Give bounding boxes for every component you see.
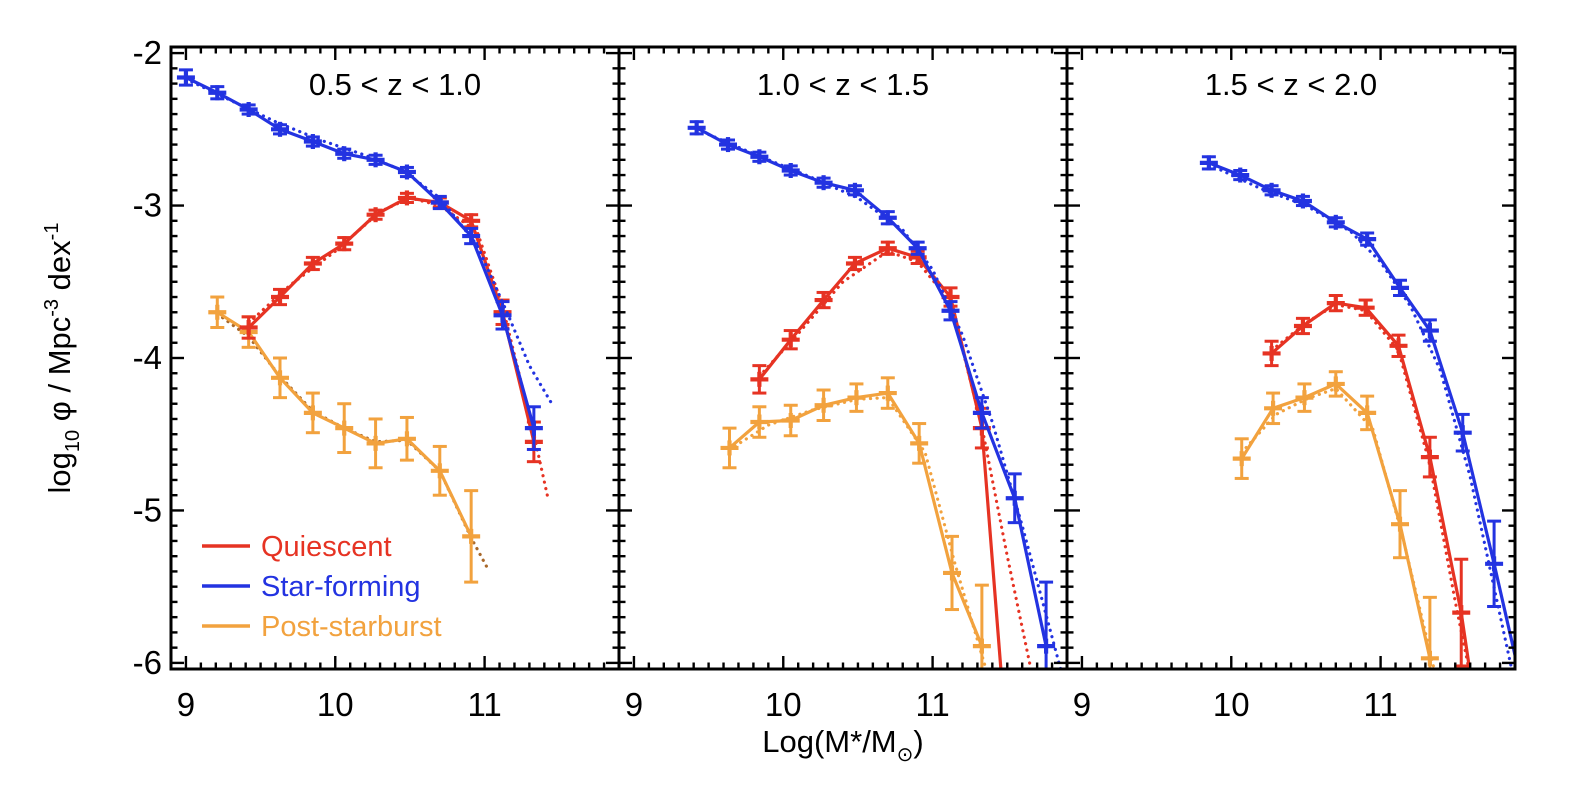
panel-2-x-tick-label-11: 11 [915,686,949,723]
post_starburst-series [720,376,991,668]
post_starburst-markers [1232,376,1439,666]
panel-2-series [687,120,1062,668]
panel-1-x-tick-label-9: 9 [177,686,195,723]
star_forming-fit-line [184,77,554,406]
panel-3-title: 1.5 < z < 2.0 [1205,67,1377,102]
legend-label-star_forming: Star-forming [261,571,421,603]
quiescent-series [1262,293,1471,668]
star_forming-markers [1199,155,1504,572]
panel-3-series [1199,155,1514,668]
star_forming-markers [687,120,1056,654]
panel-2: 1.0 < z < 1.5 9 10 11 [617,45,1069,723]
panel-3: 1.5 < z < 2.0 9 10 11 [1065,45,1517,723]
star_forming-series [687,120,1062,668]
panel-3-x-tick-label-11: 11 [1363,686,1397,723]
post_starburst-markers [720,385,991,654]
panel-2-title: 1.0 < z < 1.5 [757,67,929,102]
y-tick-label--4: -4 [133,339,162,376]
panel-1-title: 0.5 < z < 1.0 [309,67,481,102]
legend: Quiescent Star-forming Post-starburst [202,531,442,643]
post_starburst-series [1232,370,1439,668]
panel-2-x-tick-label-10: 10 [765,686,802,723]
legend-label-post_starburst: Post-starburst [261,611,442,643]
y-tick-label--5: -5 [133,491,162,528]
x-axis-title: Log(M*/M⊙) [762,724,923,766]
star_forming-series [176,68,554,451]
quiescent-line [247,196,536,443]
panel-1-series [176,68,554,584]
post_starburst-series [208,295,490,584]
quiescent-markers [1262,295,1471,621]
panel-3-border [1065,45,1517,671]
panel-2-x-tick-label-9: 9 [625,686,643,723]
post_starburst-markers [208,304,481,544]
y-axis-title: log10 φ / Mpc-3 dex-1 [41,223,84,494]
quiescent-line [1270,301,1471,668]
y-tick-label--2: -2 [133,34,162,71]
y-tick-label--6: -6 [133,644,162,681]
quiescent-fit-line [1270,302,1471,668]
panel-1-x-tick-label-11: 11 [467,686,501,723]
panel-1: 0.5 < z < 1.0 9 10 11 [169,45,621,723]
y-tick-label--3: -3 [133,187,162,224]
star_forming-markers [176,69,543,436]
legend-label-quiescent: Quiescent [261,531,392,563]
panel-1-x-tick-label-10: 10 [317,686,354,723]
panel-3-x-tick-label-9: 9 [1073,686,1091,723]
star_forming-line [185,76,536,429]
panel-3-x-tick-label-10: 10 [1213,686,1250,723]
star_forming-series [1199,155,1514,668]
